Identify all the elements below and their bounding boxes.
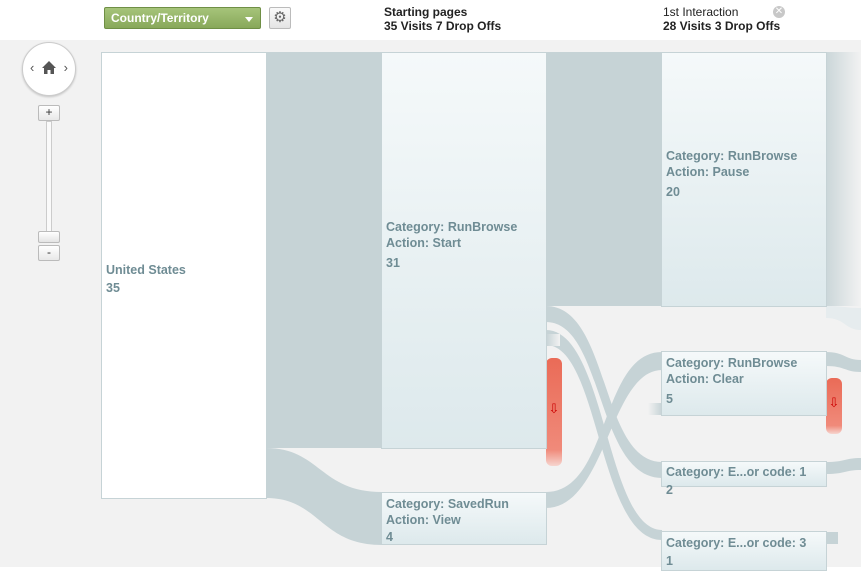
dropoff-arrow-icon: ⇩ [549,402,560,417]
pan-left-icon[interactable]: ‹ [30,60,35,75]
flow-country-to-savedrun[interactable] [266,448,382,545]
pan-right-icon[interactable]: › [63,60,68,75]
node-savedrun-view[interactable]: Category: SavedRun Action: View 4 [381,492,547,545]
node-category: Category: SavedRun [386,497,509,511]
column-title: 1st Interaction [663,5,739,19]
flow-start-to-pause[interactable] [546,52,662,306]
node-title: United States [106,263,186,277]
column-subtitle: 28 Visits 3 Drop Offs [663,19,781,33]
column-subtitle: 35 Visits 7 Drop Offs [384,19,502,33]
node-category: Category: RunBrowse [666,356,798,370]
column-title: Starting pages [384,5,468,19]
column-header-1st-interaction: 1st Interaction 28 Visits 3 Drop Offs [663,5,780,33]
dimension-label: Country/Territory [111,11,209,25]
node-action: Action: Clear [666,372,744,386]
node-runbrowse-clear[interactable]: Category: RunBrowse Action: Clear 5 [661,351,827,416]
chevron-down-icon [245,17,253,22]
flow-pause-exit [826,52,861,306]
node-action: Action: View [386,513,461,527]
node-error-code-3[interactable]: Category: E...or code: 3 1 [661,531,827,571]
node-runbrowse-start[interactable]: Category: RunBrowse Action: Start 31 [381,52,547,449]
node-count: 31 [386,256,400,270]
dropoff-bar-starting[interactable] [546,358,562,466]
flow-start-to-error1[interactable] [546,306,662,478]
flow-clear-exit [826,352,861,372]
zoom-slider-handle[interactable] [38,231,60,243]
flow-savedrun-to-clear[interactable] [546,352,662,508]
settings-button[interactable]: ⚙ [269,7,291,29]
pan-control[interactable]: ‹ › [22,42,76,96]
flow-error3-exit [826,532,838,544]
node-category: Category: E...or code: 1 [666,465,807,479]
dropoff-arrow-icon: ⇩ [829,396,840,411]
node-count: 5 [666,392,673,406]
node-category: Category: RunBrowse [666,149,798,163]
node-united-states[interactable]: United States 35 [101,52,267,499]
dropoff-bar-interaction[interactable] [826,378,842,434]
gear-icon: ⚙ [273,9,287,26]
zoom-out-button[interactable]: - [38,245,60,261]
flow-entry-stub-clear [648,403,662,415]
node-category: Category: RunBrowse [386,220,518,234]
home-icon[interactable] [40,59,58,77]
node-runbrowse-pause[interactable]: Category: RunBrowse Action: Pause 20 [661,52,827,307]
node-category: Category: E...or code: 3 [666,536,807,550]
dimension-dropdown[interactable]: Country/Territory [104,7,261,29]
node-action: Action: Start [386,236,461,250]
zoom-in-button[interactable]: + [38,105,60,121]
node-count: 4 [386,530,393,544]
flow-error1-exit [826,458,861,474]
node-count: 35 [106,281,120,295]
flow-entry-stub-start [546,334,560,346]
flow-pause-exit-lower [826,306,861,330]
close-icon[interactable]: ✕ [773,6,785,18]
flow-country-to-runbrowse[interactable] [266,52,382,448]
node-action: Action: Pause [666,165,750,179]
node-count: 1 [666,554,673,568]
node-error-code-1[interactable]: Category: E...or code: 1 2 [661,461,827,497]
zoom-slider-track[interactable] [46,121,52,235]
node-count: 2 [666,483,673,497]
node-count: 20 [666,185,680,199]
column-header-starting-pages: Starting pages 35 Visits 7 Drop Offs [384,5,501,33]
